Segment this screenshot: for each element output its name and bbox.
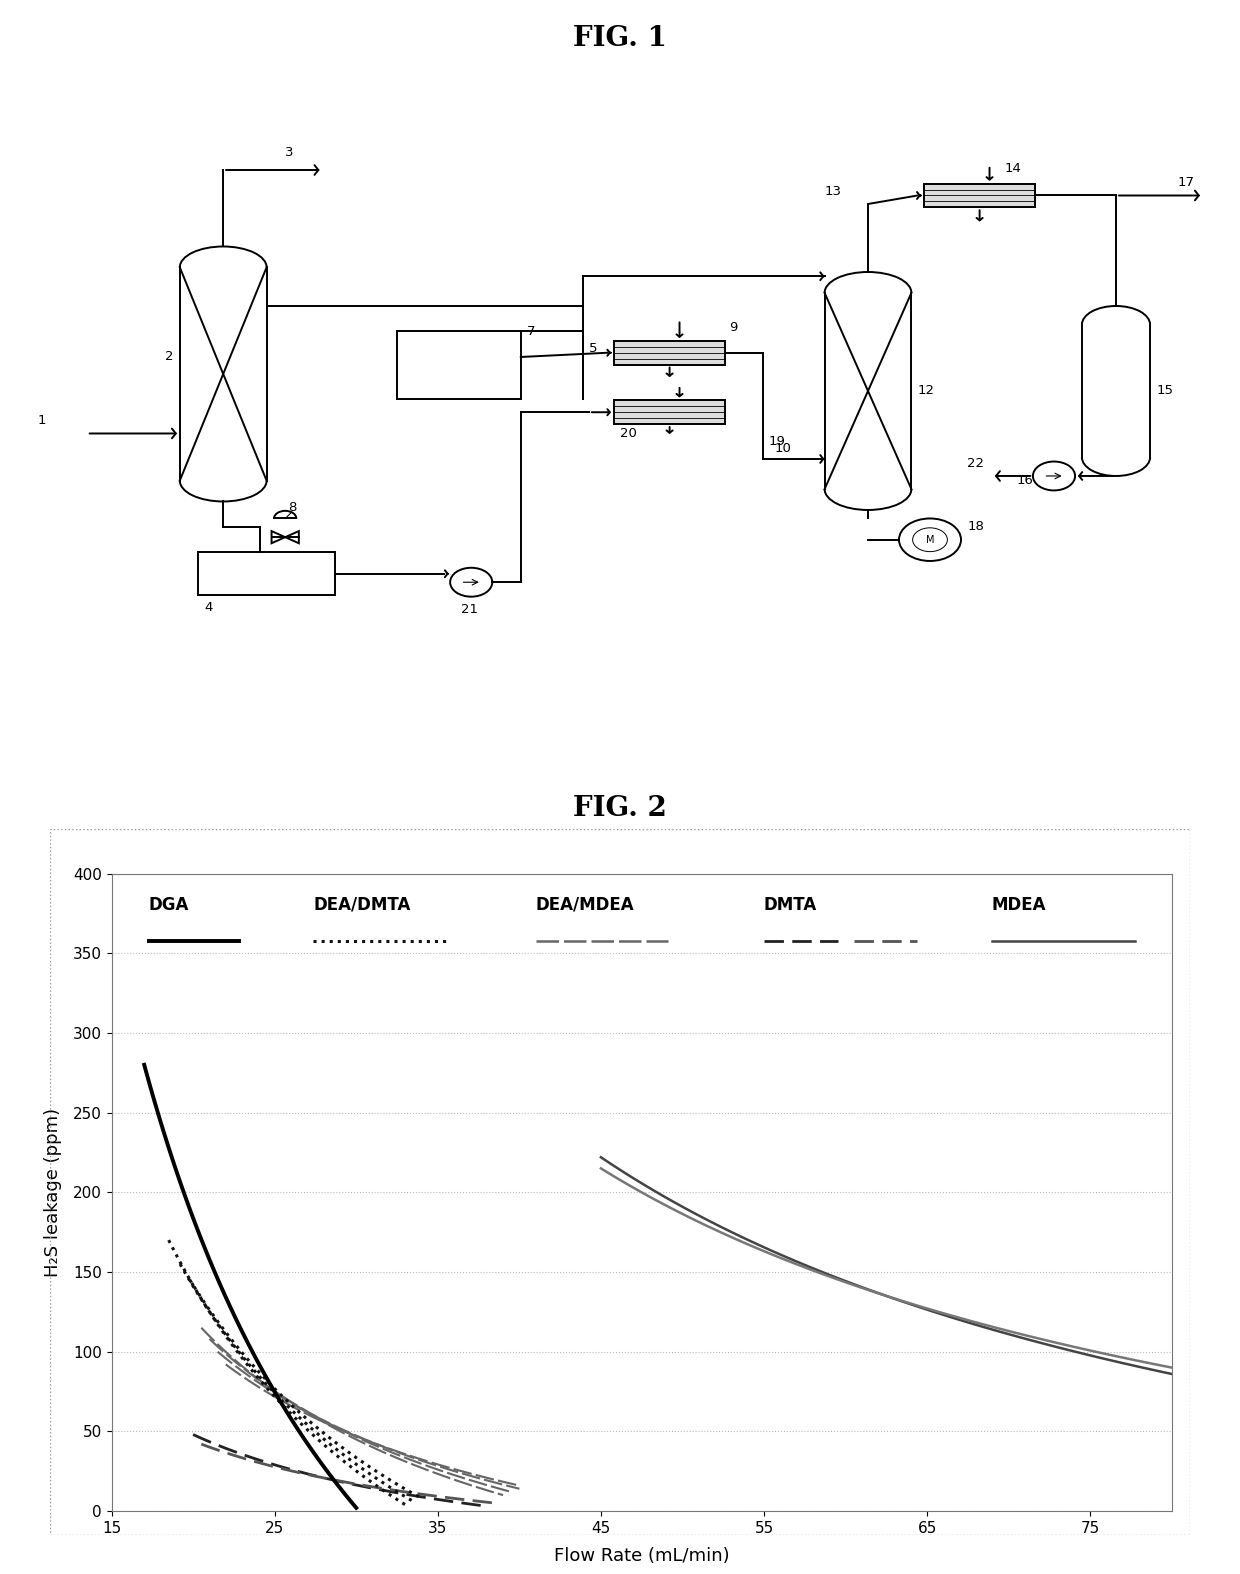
Bar [397,332,521,400]
Bar [198,552,335,595]
Text: 18: 18 [967,521,985,534]
Text: DEA/DMTA: DEA/DMTA [312,896,410,914]
Text: 3: 3 [285,146,294,159]
Text: MDEA: MDEA [992,896,1047,914]
Circle shape [1033,461,1075,491]
Text: 14: 14 [1004,162,1022,175]
Text: 1: 1 [37,414,46,427]
Text: DEA/MDEA: DEA/MDEA [536,896,635,914]
Text: 7: 7 [527,324,536,338]
Text: 5: 5 [589,342,598,356]
Text: 17: 17 [1178,176,1195,189]
Text: M: M [926,535,934,545]
Text: DGA: DGA [149,896,188,914]
Text: 12: 12 [918,384,935,398]
Text: FIG. 1: FIG. 1 [573,25,667,52]
Text: 10: 10 [775,442,792,455]
Text: 19: 19 [769,436,786,449]
Y-axis label: H₂S leakage (ppm): H₂S leakage (ppm) [43,1108,62,1277]
Circle shape [450,568,492,597]
Text: 16: 16 [1017,474,1034,486]
Circle shape [913,527,947,551]
Text: 21: 21 [461,603,479,615]
Text: 13: 13 [825,184,842,198]
Text: FIG. 2: FIG. 2 [573,795,667,822]
Polygon shape [272,530,285,543]
Text: 20: 20 [620,427,637,441]
Circle shape [899,518,961,560]
Text: 9: 9 [729,321,738,334]
Text: 4: 4 [205,601,213,614]
Polygon shape [285,530,299,543]
Bar [614,342,725,365]
Text: 15: 15 [1156,384,1173,398]
Text: 2: 2 [165,351,174,364]
Text: 8: 8 [288,501,296,515]
Bar [614,400,725,423]
Bar [924,184,1035,208]
X-axis label: Flow Rate (mL/min): Flow Rate (mL/min) [554,1547,729,1565]
Text: 22: 22 [967,456,985,469]
Text: DMTA: DMTA [764,896,817,914]
